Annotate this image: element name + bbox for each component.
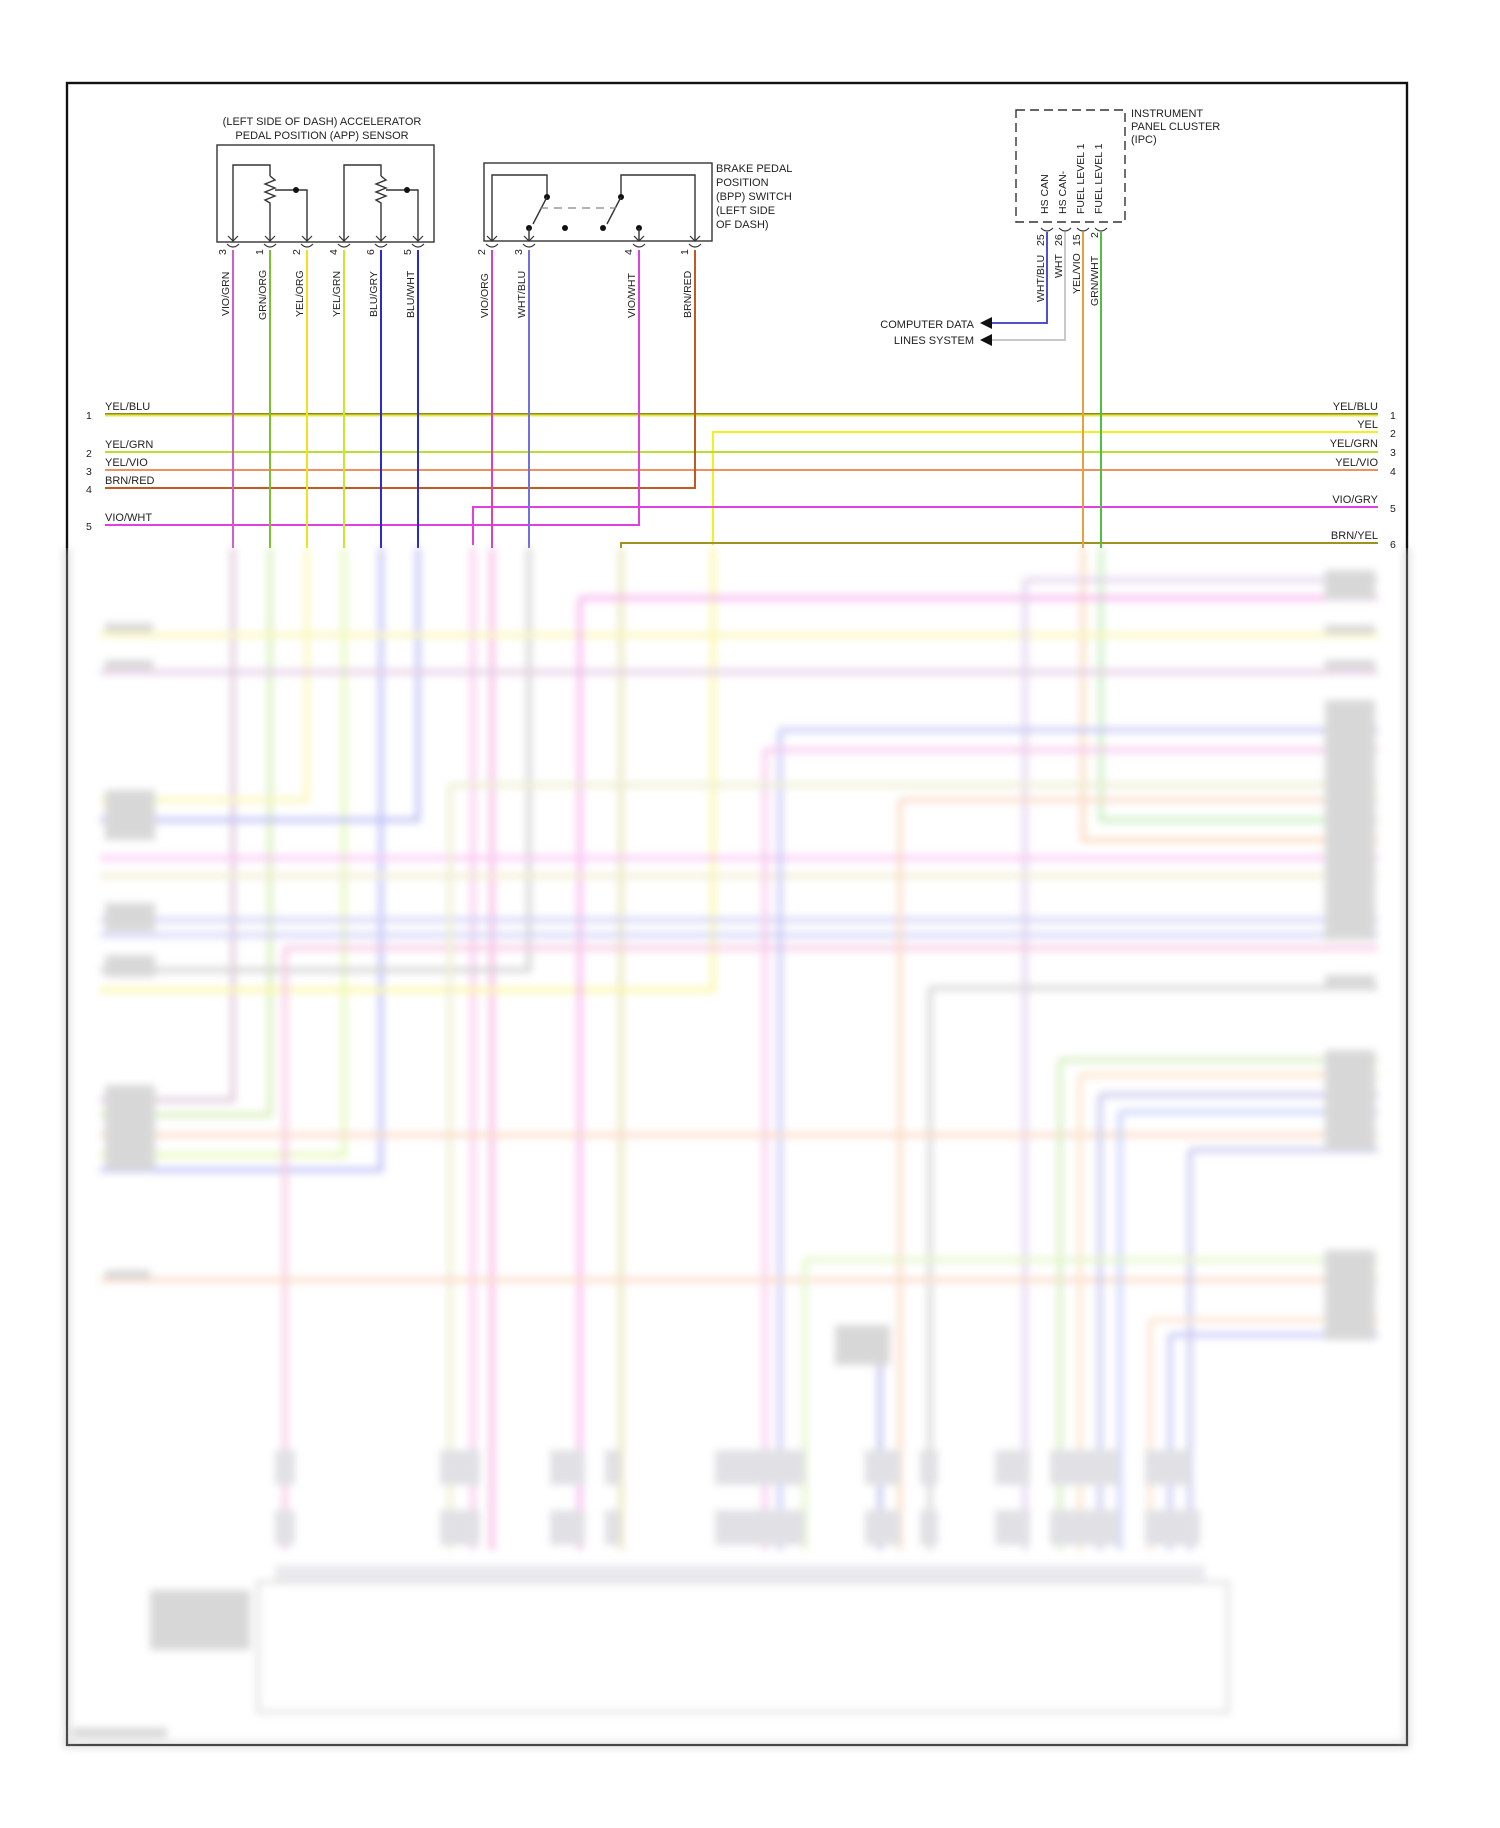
wire-label: VIO/GRN xyxy=(220,272,232,316)
svg-text:PANEL CLUSTER: PANEL CLUSTER xyxy=(1131,121,1220,133)
svg-text:2: 2 xyxy=(476,249,488,255)
svg-text:1: 1 xyxy=(86,410,92,422)
svg-text:26: 26 xyxy=(1053,234,1065,246)
svg-text:1: 1 xyxy=(679,249,691,255)
svg-text:4: 4 xyxy=(86,484,92,496)
svg-text:5: 5 xyxy=(1390,503,1396,515)
bpp-switch: BRAKE PEDAL POSITION (BPP) SWITCH (LEFT … xyxy=(483,162,792,248)
bpp-title-5: OF DASH) xyxy=(716,219,769,231)
svg-text:HS CAN: HS CAN xyxy=(1039,174,1051,214)
svg-text:YEL/VIO: YEL/VIO xyxy=(1071,253,1083,294)
svg-text:BRN/RED: BRN/RED xyxy=(682,270,694,318)
pin-number: 3 xyxy=(217,249,229,255)
wire-label: YEL/GRN xyxy=(331,271,343,317)
wire-label: BLU/GRY xyxy=(368,271,380,317)
diagram-frame-lower xyxy=(64,548,1410,1748)
svg-text:3: 3 xyxy=(86,466,92,478)
svg-text:15: 15 xyxy=(1071,234,1083,246)
bpp-title-1: BRAKE PEDAL xyxy=(716,163,792,175)
svg-text:4: 4 xyxy=(623,249,635,255)
arrow-left-icon xyxy=(980,334,992,346)
bpp-title-4: (LEFT SIDE xyxy=(716,205,775,217)
svg-text:GRN/WHT: GRN/WHT xyxy=(1089,255,1101,306)
svg-text:INSTRUMENT: INSTRUMENT xyxy=(1131,108,1203,120)
svg-text:COMPUTER DATA: COMPUTER DATA xyxy=(880,319,974,331)
bpp-title-2: POSITION xyxy=(716,177,769,189)
svg-text:2: 2 xyxy=(1390,428,1396,440)
svg-text:BRN/YEL: BRN/YEL xyxy=(1331,530,1378,542)
pin-number: 2 xyxy=(291,249,303,255)
wire-label: YEL/ORG xyxy=(294,270,306,317)
resistor-icon xyxy=(263,175,277,240)
svg-text:25: 25 xyxy=(1035,234,1047,246)
svg-text:(IPC): (IPC) xyxy=(1131,134,1157,146)
left-connector: 1 YEL/BLU 2 YEL/GRN 3 YEL/VIO 4 BRN/RED … xyxy=(86,401,155,533)
svg-text:WHT: WHT xyxy=(1053,254,1065,278)
svg-text:YEL/BLU: YEL/BLU xyxy=(105,401,150,413)
svg-text:3: 3 xyxy=(1390,447,1396,459)
svg-text:2: 2 xyxy=(1089,232,1101,238)
pin-number: 1 xyxy=(254,249,266,255)
svg-text:VIO/ORG: VIO/ORG xyxy=(479,273,491,318)
svg-text:FUEL LEVEL 1: FUEL LEVEL 1 xyxy=(1093,143,1105,214)
svg-text:YEL/GRN: YEL/GRN xyxy=(1330,438,1378,450)
resistor-icon xyxy=(374,175,388,240)
svg-text:VIO/GRY: VIO/GRY xyxy=(1332,494,1378,506)
pin-number: 6 xyxy=(365,249,377,255)
obscured-lower-section xyxy=(72,548,1378,1738)
svg-text:VIO/WHT: VIO/WHT xyxy=(626,273,638,318)
svg-text:5: 5 xyxy=(86,521,92,533)
svg-text:2: 2 xyxy=(86,448,92,460)
arrow-left-icon xyxy=(980,317,992,329)
wire-label: BLU/WHT xyxy=(405,270,417,318)
svg-text:YEL/GRN: YEL/GRN xyxy=(105,439,153,451)
right-connector: YEL/BLU 1 YEL 2 YEL/GRN 3 YEL/VIO 4 VIO/… xyxy=(1330,401,1396,551)
pin-number: 5 xyxy=(402,249,414,255)
svg-text:HS CAN-: HS CAN- xyxy=(1057,170,1069,214)
pin-number: 4 xyxy=(328,249,340,255)
svg-text:FUEL LEVEL 1: FUEL LEVEL 1 xyxy=(1075,143,1087,214)
svg-text:LINES SYSTEM: LINES SYSTEM xyxy=(894,335,974,347)
svg-text:6: 6 xyxy=(1390,539,1396,551)
svg-text:WHT/BLU: WHT/BLU xyxy=(516,271,528,318)
svg-text:YEL/VIO: YEL/VIO xyxy=(1335,457,1378,469)
svg-text:1: 1 xyxy=(1390,410,1396,422)
svg-text:WHT/BLU: WHT/BLU xyxy=(1035,255,1047,302)
computer-data-lines: COMPUTER DATA LINES SYSTEM xyxy=(880,232,1066,347)
instrument-panel-cluster: INSTRUMENT PANEL CLUSTER (IPC) HS CAN HS… xyxy=(1015,108,1220,306)
svg-text:YEL/VIO: YEL/VIO xyxy=(105,457,148,469)
wires-top xyxy=(105,232,1378,548)
app-sensor-title-2: PEDAL POSITION (APP) SENSOR xyxy=(235,130,408,142)
svg-text:4: 4 xyxy=(1390,466,1396,478)
wire-label: GRN/ORG xyxy=(257,270,269,320)
svg-text:BRN/RED: BRN/RED xyxy=(105,475,155,487)
svg-text:VIO/WHT: VIO/WHT xyxy=(105,512,152,524)
svg-text:3: 3 xyxy=(513,249,525,255)
bpp-switch-pins: 2 3 4 1 VIO/ORG WHT/BLU VIO/WHT BRN/RED xyxy=(476,249,694,318)
app-sensor-pins: 3 1 2 4 6 5 VIO/GRN GRN/ORG YEL/ORG YEL/… xyxy=(217,249,417,320)
app-sensor: (LEFT SIDE OF DASH) ACCELERATOR PEDAL PO… xyxy=(216,116,435,248)
svg-text:YEL/BLU: YEL/BLU xyxy=(1333,401,1378,413)
svg-text:YEL: YEL xyxy=(1357,419,1378,431)
bpp-title-3: (BPP) SWITCH xyxy=(716,191,792,203)
app-sensor-title-1: (LEFT SIDE OF DASH) ACCELERATOR xyxy=(223,116,422,128)
